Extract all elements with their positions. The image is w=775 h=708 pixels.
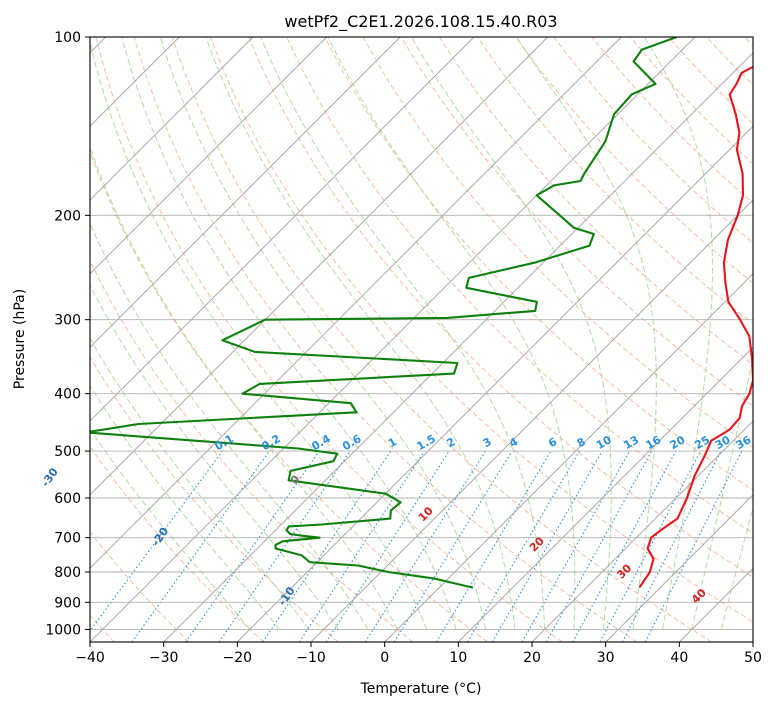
isotherm xyxy=(384,273,753,642)
y-tick-label: 500 xyxy=(54,444,81,460)
moist-adiabat xyxy=(643,37,714,630)
y-tick-label: 800 xyxy=(54,565,81,581)
plot-frame xyxy=(89,36,754,643)
mixing-ratio-line xyxy=(435,450,552,642)
moist-adiabat xyxy=(90,222,369,630)
y-tick-label: 600 xyxy=(54,491,81,507)
dewpoint-profile xyxy=(90,37,677,589)
moist-adiabat xyxy=(205,37,516,630)
moist-adiabat xyxy=(260,37,546,630)
y-tick-label: 400 xyxy=(54,387,81,403)
dry-adiabat xyxy=(553,37,753,244)
moist-adiabat xyxy=(691,355,753,630)
y-tick-label: 200 xyxy=(54,208,81,224)
moist-adiabat xyxy=(327,37,576,630)
mixing-ratio-line xyxy=(364,450,486,642)
y-tick-label: 700 xyxy=(54,531,81,547)
isotherm xyxy=(163,52,753,642)
dry-adiabat xyxy=(90,356,339,642)
dry-adiabat xyxy=(210,37,753,623)
moist-adiabat xyxy=(121,37,457,630)
profile-lines xyxy=(90,37,753,589)
moist-adiabat xyxy=(515,37,657,630)
moist-adiabat xyxy=(90,39,428,630)
dry-adiabat xyxy=(629,37,753,165)
dry-adiabat xyxy=(95,37,563,642)
mixing-ratio-line xyxy=(572,450,677,642)
dry-adiabat xyxy=(248,37,753,578)
dry-adiabat xyxy=(133,37,638,642)
x-tick-label: 50 xyxy=(744,650,762,666)
dry-adiabat xyxy=(324,37,753,491)
mixing-ratio-line xyxy=(185,450,320,642)
mixing-ratio-line xyxy=(491,450,603,642)
temperature-profile xyxy=(638,65,753,589)
x-tick-label: −30 xyxy=(149,650,179,666)
mixing-ratio-line xyxy=(325,450,450,642)
mixing-ratio-line xyxy=(521,450,630,642)
chart-title: wetPf2_C2E1.2026.108.15.40.R03 xyxy=(284,12,557,32)
isotherm xyxy=(236,125,753,642)
x-tick-label: −10 xyxy=(296,650,326,666)
moist-adiabat xyxy=(410,37,612,630)
moist-adiabat xyxy=(90,145,398,630)
moist-adiabat xyxy=(90,384,280,630)
isotherm xyxy=(310,199,753,642)
y-tick-label: 1000 xyxy=(45,622,81,638)
dry-adiabat xyxy=(90,531,190,642)
isotherm xyxy=(90,37,622,569)
isotherm xyxy=(90,37,254,201)
isotherm xyxy=(90,37,475,422)
isotherm xyxy=(90,37,549,496)
isotherm xyxy=(90,37,696,642)
moist-adiabat xyxy=(159,37,487,630)
dry-adiabat xyxy=(362,37,753,449)
axes: −40 −30 −20 −10 0 10 20 30 40 50 100 200 300 400 500 60… xyxy=(45,30,762,666)
x-tick-label: −20 xyxy=(223,650,253,666)
y-tick-label: 900 xyxy=(54,595,81,611)
isotherm xyxy=(90,37,401,348)
mixing-ratio-line xyxy=(467,450,580,642)
isotherm xyxy=(457,346,753,642)
y-axis-label: Pressure (hPa) xyxy=(12,289,28,389)
dry-adiabat xyxy=(438,37,753,366)
dry-adiabat xyxy=(477,37,753,325)
x-tick-label: 0 xyxy=(380,650,389,666)
plot-background xyxy=(90,37,753,642)
moist-adiabat xyxy=(90,428,251,630)
x-tick-label: −40 xyxy=(75,650,105,666)
mixing-ratio-line xyxy=(393,450,513,642)
x-tick-label: 30 xyxy=(597,650,615,666)
x-tick-label: 40 xyxy=(670,650,688,666)
y-tick-label: 300 xyxy=(54,313,81,329)
background-lines xyxy=(90,37,753,642)
isotherm xyxy=(90,37,328,275)
isotherm xyxy=(531,420,753,642)
y-tick-label: 100 xyxy=(54,30,81,46)
x-tick-label: 10 xyxy=(449,650,467,666)
x-tick-label: 20 xyxy=(523,650,541,666)
x-axis-label: Temperature (°C) xyxy=(360,681,482,697)
dry-adiabat xyxy=(171,37,712,642)
dry-adiabat xyxy=(400,37,753,407)
isotherm xyxy=(605,494,753,642)
mixing-ratio-line xyxy=(218,450,351,642)
moist-adiabat xyxy=(90,337,310,630)
